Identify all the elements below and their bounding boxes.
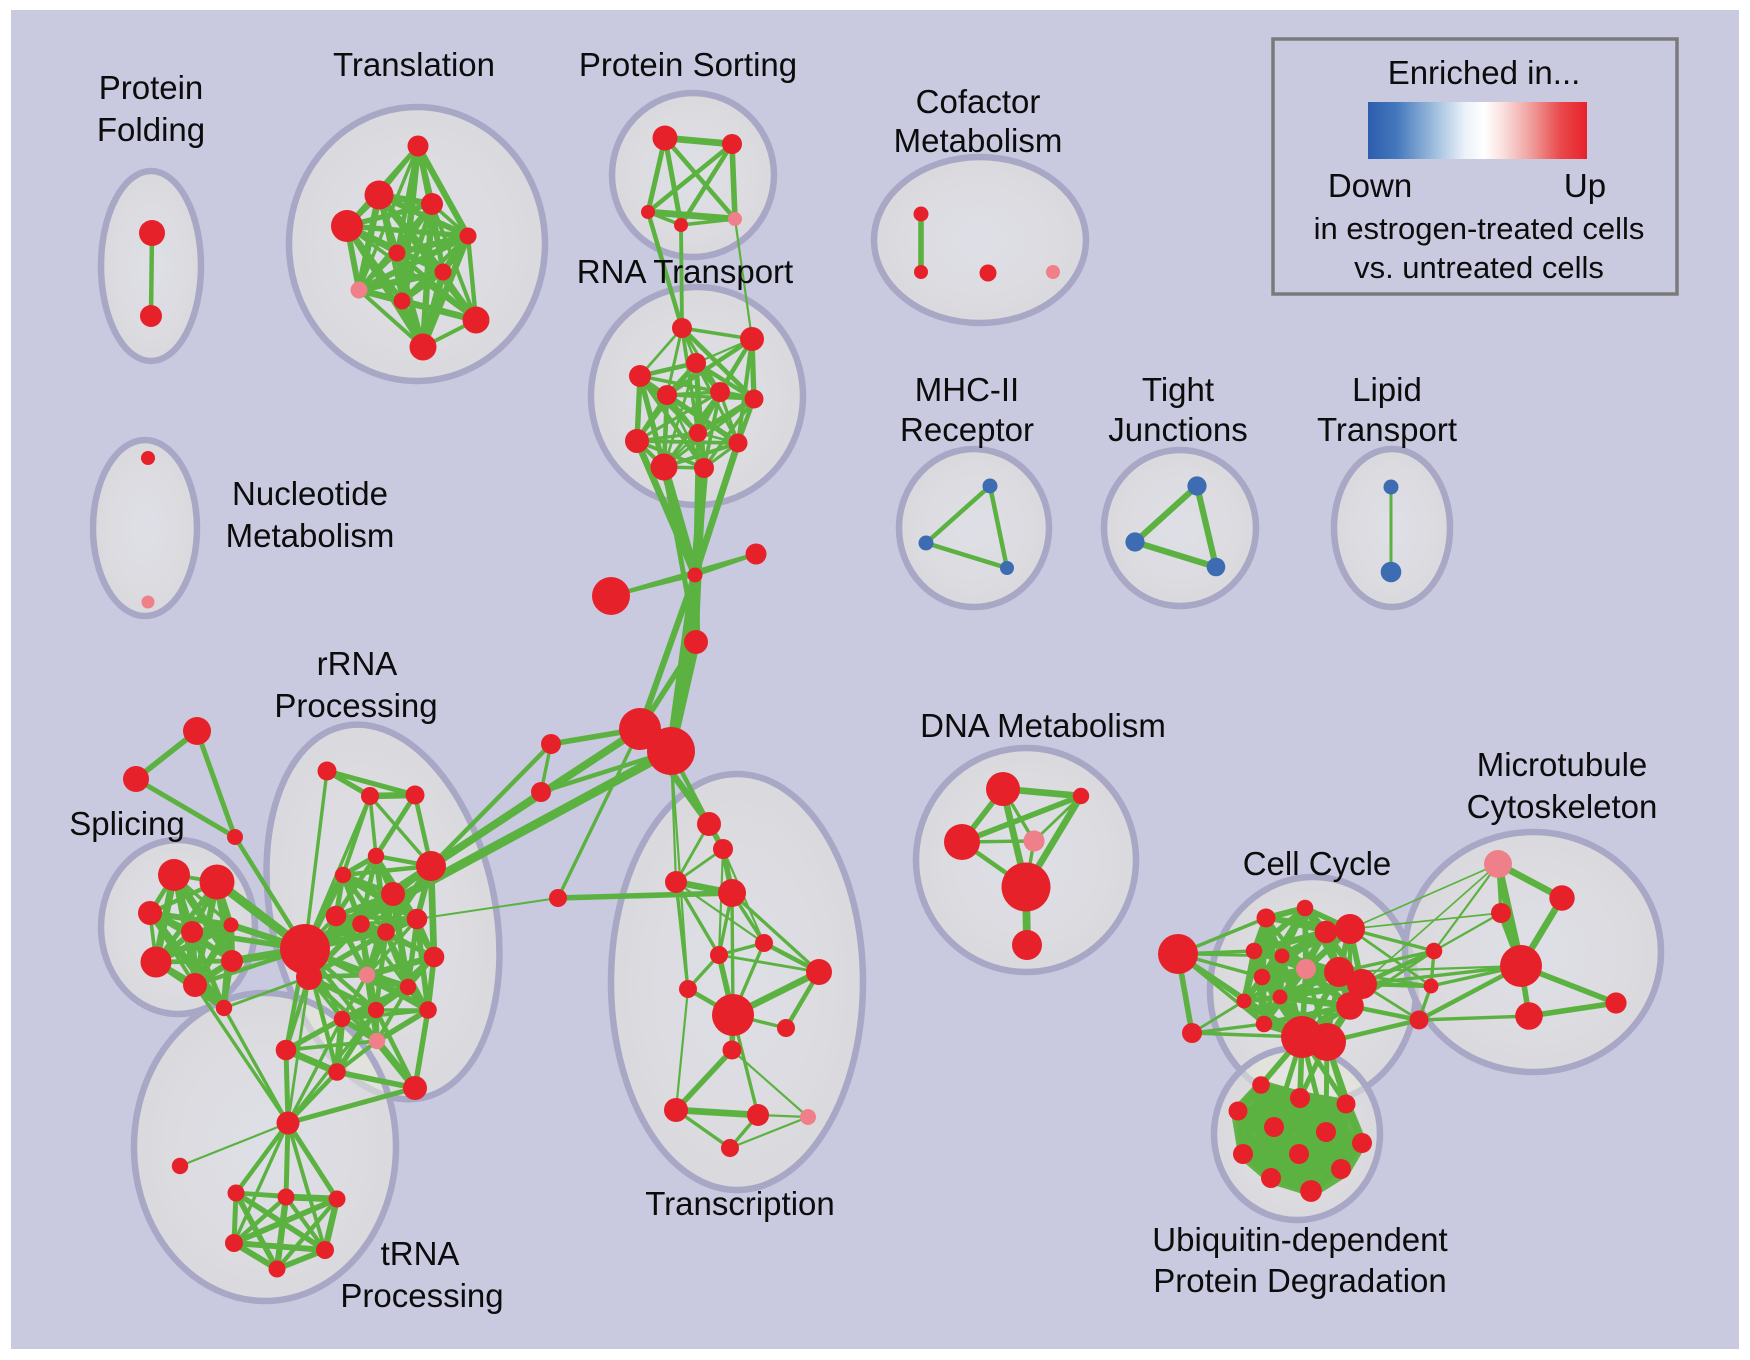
svg-text:Receptor: Receptor [900, 411, 1034, 448]
svg-text:Protein Sorting: Protein Sorting [579, 46, 797, 83]
svg-text:Cofactor: Cofactor [916, 83, 1041, 120]
svg-text:Ubiquitin-dependent: Ubiquitin-dependent [1152, 1221, 1447, 1258]
svg-text:Processing: Processing [340, 1277, 503, 1314]
svg-text:Transport: Transport [1317, 411, 1457, 448]
svg-text:DNA Metabolism: DNA Metabolism [920, 707, 1166, 744]
svg-text:rRNA: rRNA [317, 645, 398, 682]
svg-text:Metabolism: Metabolism [226, 517, 395, 554]
svg-text:Transcription: Transcription [645, 1185, 835, 1222]
svg-text:Splicing: Splicing [69, 805, 185, 842]
svg-text:Processing: Processing [274, 687, 437, 724]
svg-text:Down: Down [1328, 167, 1412, 204]
svg-text:Enriched in...: Enriched in... [1388, 54, 1581, 91]
svg-text:vs. untreated cells: vs. untreated cells [1354, 250, 1604, 285]
svg-text:Protein: Protein [99, 69, 204, 106]
svg-text:Cell Cycle: Cell Cycle [1243, 845, 1392, 882]
svg-text:Cytoskeleton: Cytoskeleton [1467, 788, 1658, 825]
svg-text:in estrogen-treated cells: in estrogen-treated cells [1314, 211, 1645, 246]
svg-text:Nucleotide: Nucleotide [232, 475, 388, 512]
svg-text:Junctions: Junctions [1108, 411, 1247, 448]
svg-text:Protein Degradation: Protein Degradation [1153, 1262, 1447, 1299]
svg-text:Metabolism: Metabolism [894, 122, 1063, 159]
svg-text:Lipid: Lipid [1352, 371, 1422, 408]
svg-text:Microtubule: Microtubule [1477, 746, 1648, 783]
svg-text:RNA Transport: RNA Transport [577, 253, 793, 290]
svg-text:MHC-II: MHC-II [915, 371, 1019, 408]
svg-text:Translation: Translation [333, 46, 495, 83]
svg-text:Tight: Tight [1142, 371, 1214, 408]
svg-text:Folding: Folding [97, 111, 205, 148]
svg-text:Up: Up [1564, 167, 1606, 204]
svg-text:tRNA: tRNA [381, 1235, 460, 1272]
